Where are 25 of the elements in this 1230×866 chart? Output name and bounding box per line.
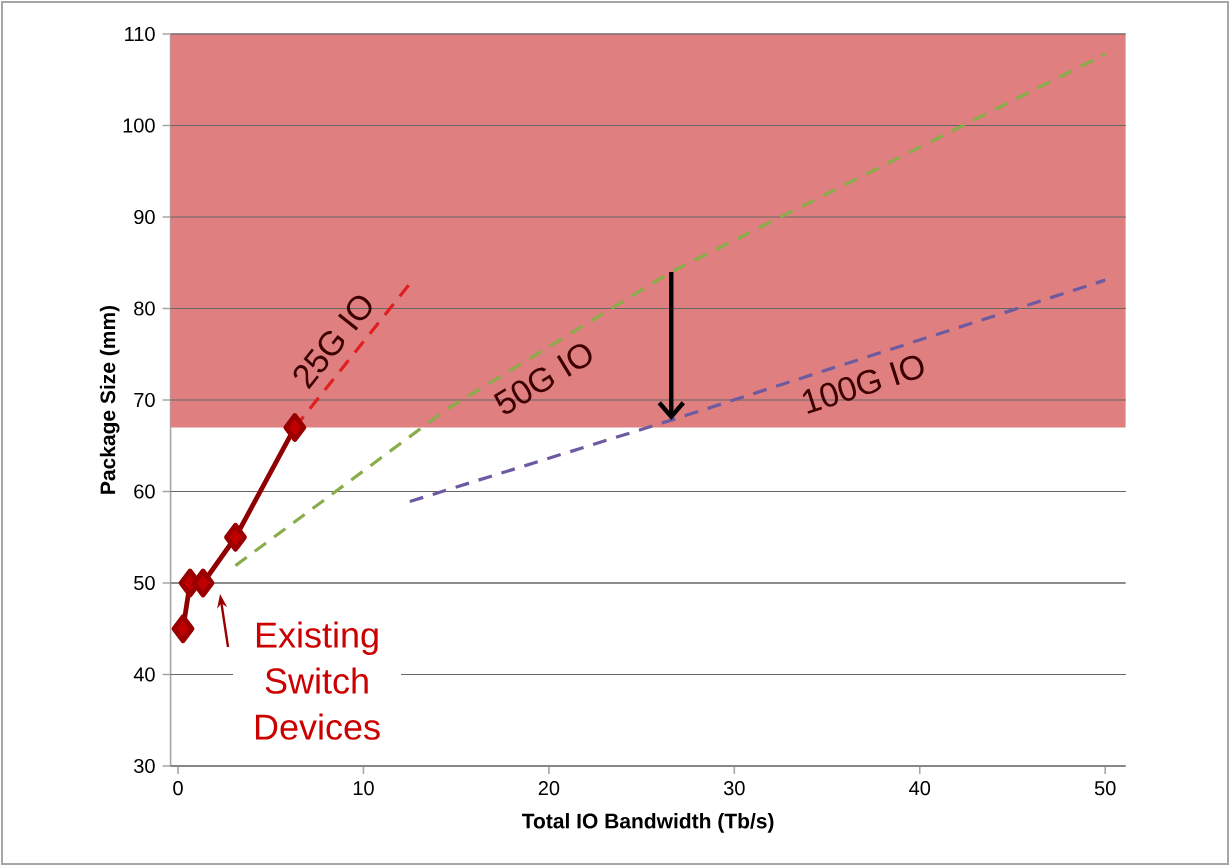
x-tick-label: 50 xyxy=(1094,781,1116,796)
y-tick-label: 70 xyxy=(134,392,155,408)
y-tick-label: 30 xyxy=(134,758,155,774)
y-tick-label: 60 xyxy=(134,484,155,499)
line-series xyxy=(233,52,1107,568)
y-tick-label: 90 xyxy=(134,209,155,225)
text: 100G IO xyxy=(802,355,924,414)
point xyxy=(191,568,215,598)
y-tick-label: 80 xyxy=(134,301,155,316)
y-tick-label: 40 xyxy=(133,667,155,682)
text: 50G IO xyxy=(493,344,592,414)
y-tick-label: 100 xyxy=(123,118,155,133)
x-tick-label: 0 xyxy=(173,781,183,796)
point xyxy=(171,614,195,644)
x-tick-label: 30 xyxy=(723,781,745,796)
x-tick-label: 10 xyxy=(353,781,374,796)
x-tick-label: 40 xyxy=(909,781,931,796)
annotation: Existing Switch Devices xyxy=(255,621,380,740)
point xyxy=(283,413,307,442)
x-axis-title: Total IO Bandwidth (Tb/s) xyxy=(521,813,774,833)
point xyxy=(224,522,247,552)
y-axis-title: Package Size (mm) xyxy=(99,305,120,494)
x-tick-label: 20 xyxy=(538,781,560,796)
y-tick-label: 50 xyxy=(134,575,155,591)
y-tick-label: 110 xyxy=(125,26,155,42)
